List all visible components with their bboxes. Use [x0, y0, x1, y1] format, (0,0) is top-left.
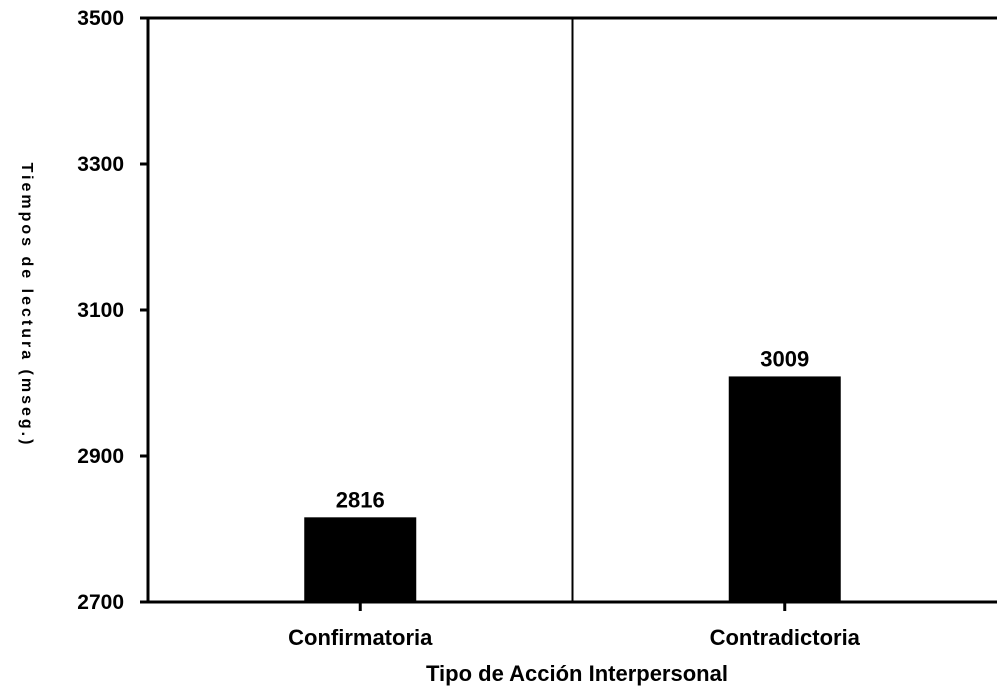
y-tick-label: 2900	[77, 445, 124, 468]
axes	[146, 16, 997, 604]
bar-data-label: 2816	[336, 487, 385, 512]
x-tick-label: Contradictoria	[710, 625, 861, 650]
y-tick-label: 3500	[77, 7, 124, 30]
y-axis-ticks: 2700 2900 3100 3300 3500	[77, 7, 148, 614]
bar	[728, 376, 841, 602]
y-tick-label: 3300	[77, 153, 124, 176]
x-axis-ticks: Confirmatoria Contradictoria	[288, 602, 861, 650]
y-tick-label: 3100	[77, 299, 124, 322]
x-tick-label: Confirmatoria	[288, 625, 433, 650]
bars: 2816 3009	[304, 346, 841, 602]
bar	[304, 517, 417, 602]
y-tick-label: 2700	[77, 591, 124, 614]
bar-data-label: 3009	[760, 346, 809, 371]
y-axis-title: Tiempos de lectura (mseg.)	[18, 163, 35, 448]
x-axis-title: Tipo de Acción Interpersonal	[426, 661, 728, 686]
